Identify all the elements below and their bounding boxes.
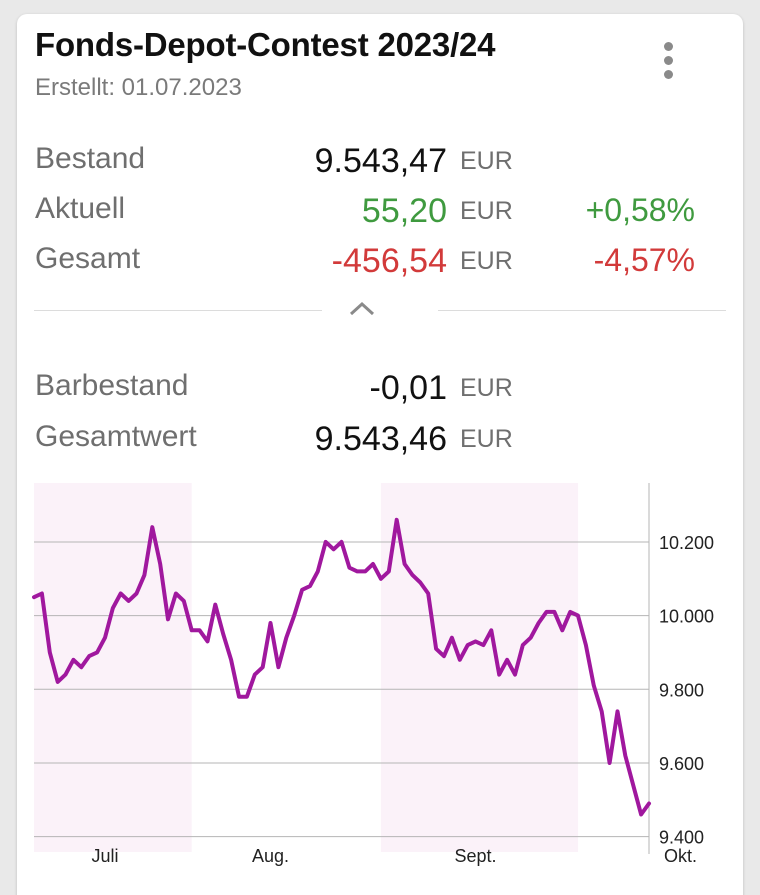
x-tick-label: Okt.: [664, 846, 697, 866]
series-line: [32, 517, 651, 817]
page-title: Fonds-Depot-Contest 2023/24: [35, 26, 496, 63]
divider-right: [438, 310, 726, 311]
barbestand-label: Barbestand: [35, 369, 189, 402]
x-axis-ticks: Juli Aug. Sept. Okt.: [91, 846, 697, 866]
gesamtwert-value: 9.543,46: [314, 420, 447, 458]
y-tick-label: 10.200: [659, 533, 714, 553]
barbestand-value: -0,01: [369, 369, 448, 407]
more-options-icon[interactable]: [656, 42, 680, 82]
barbestand-currency: EUR: [460, 374, 513, 402]
y-axis-ticks: 9.400 9.600 9.800 10.000 10.200: [659, 533, 714, 848]
x-tick-label: Aug.: [252, 846, 289, 866]
collapse-chevron-icon[interactable]: [347, 296, 377, 320]
x-tick-label: Juli: [91, 846, 118, 866]
stat-row-aktuell: Aktuell 55,20 EUR +0,58%: [35, 192, 695, 232]
gesamt-percent: -4,57%: [593, 242, 695, 278]
y-tick-label: 10.000: [659, 607, 714, 627]
divider-left: [34, 310, 322, 311]
aktuell-percent: +0,58%: [585, 192, 695, 228]
stat-row-gesamt: Gesamt -456,54 EUR -4,57%: [35, 242, 695, 282]
bestand-value: 9.543,47: [314, 142, 447, 180]
month-shading: [34, 483, 579, 852]
gesamtwert-currency: EUR: [460, 425, 513, 453]
value-chart: 9.400 9.600 9.800 10.000 10.200 Juli Aug. Sept…: [32, 483, 714, 866]
x-tick-label: Sept.: [455, 846, 497, 866]
y-tick-label: 9.400: [659, 828, 704, 848]
bestand-currency: EUR: [460, 147, 513, 175]
month-shade-band: [34, 483, 192, 852]
bestand-label: Bestand: [35, 142, 146, 175]
cash-row-barbestand: Barbestand -0,01 EUR: [35, 369, 695, 409]
gesamtwert-label: Gesamtwert: [35, 420, 197, 453]
gesamt-currency: EUR: [460, 247, 513, 275]
y-tick-label: 9.600: [659, 754, 704, 774]
stat-row-bestand: Bestand 9.543,47 EUR: [35, 142, 695, 182]
gesamt-label: Gesamt: [35, 242, 141, 275]
cash-row-gesamtwert: Gesamtwert 9.543,46 EUR: [35, 420, 695, 460]
aktuell-value: 55,20: [361, 192, 447, 230]
aktuell-currency: EUR: [460, 197, 513, 225]
month-shade-band: [380, 483, 579, 852]
y-tick-label: 9.800: [659, 680, 704, 700]
gesamt-value: -456,54: [331, 242, 447, 280]
created-date: Erstellt: 01.07.2023: [35, 74, 242, 101]
aktuell-label: Aktuell: [35, 192, 126, 225]
